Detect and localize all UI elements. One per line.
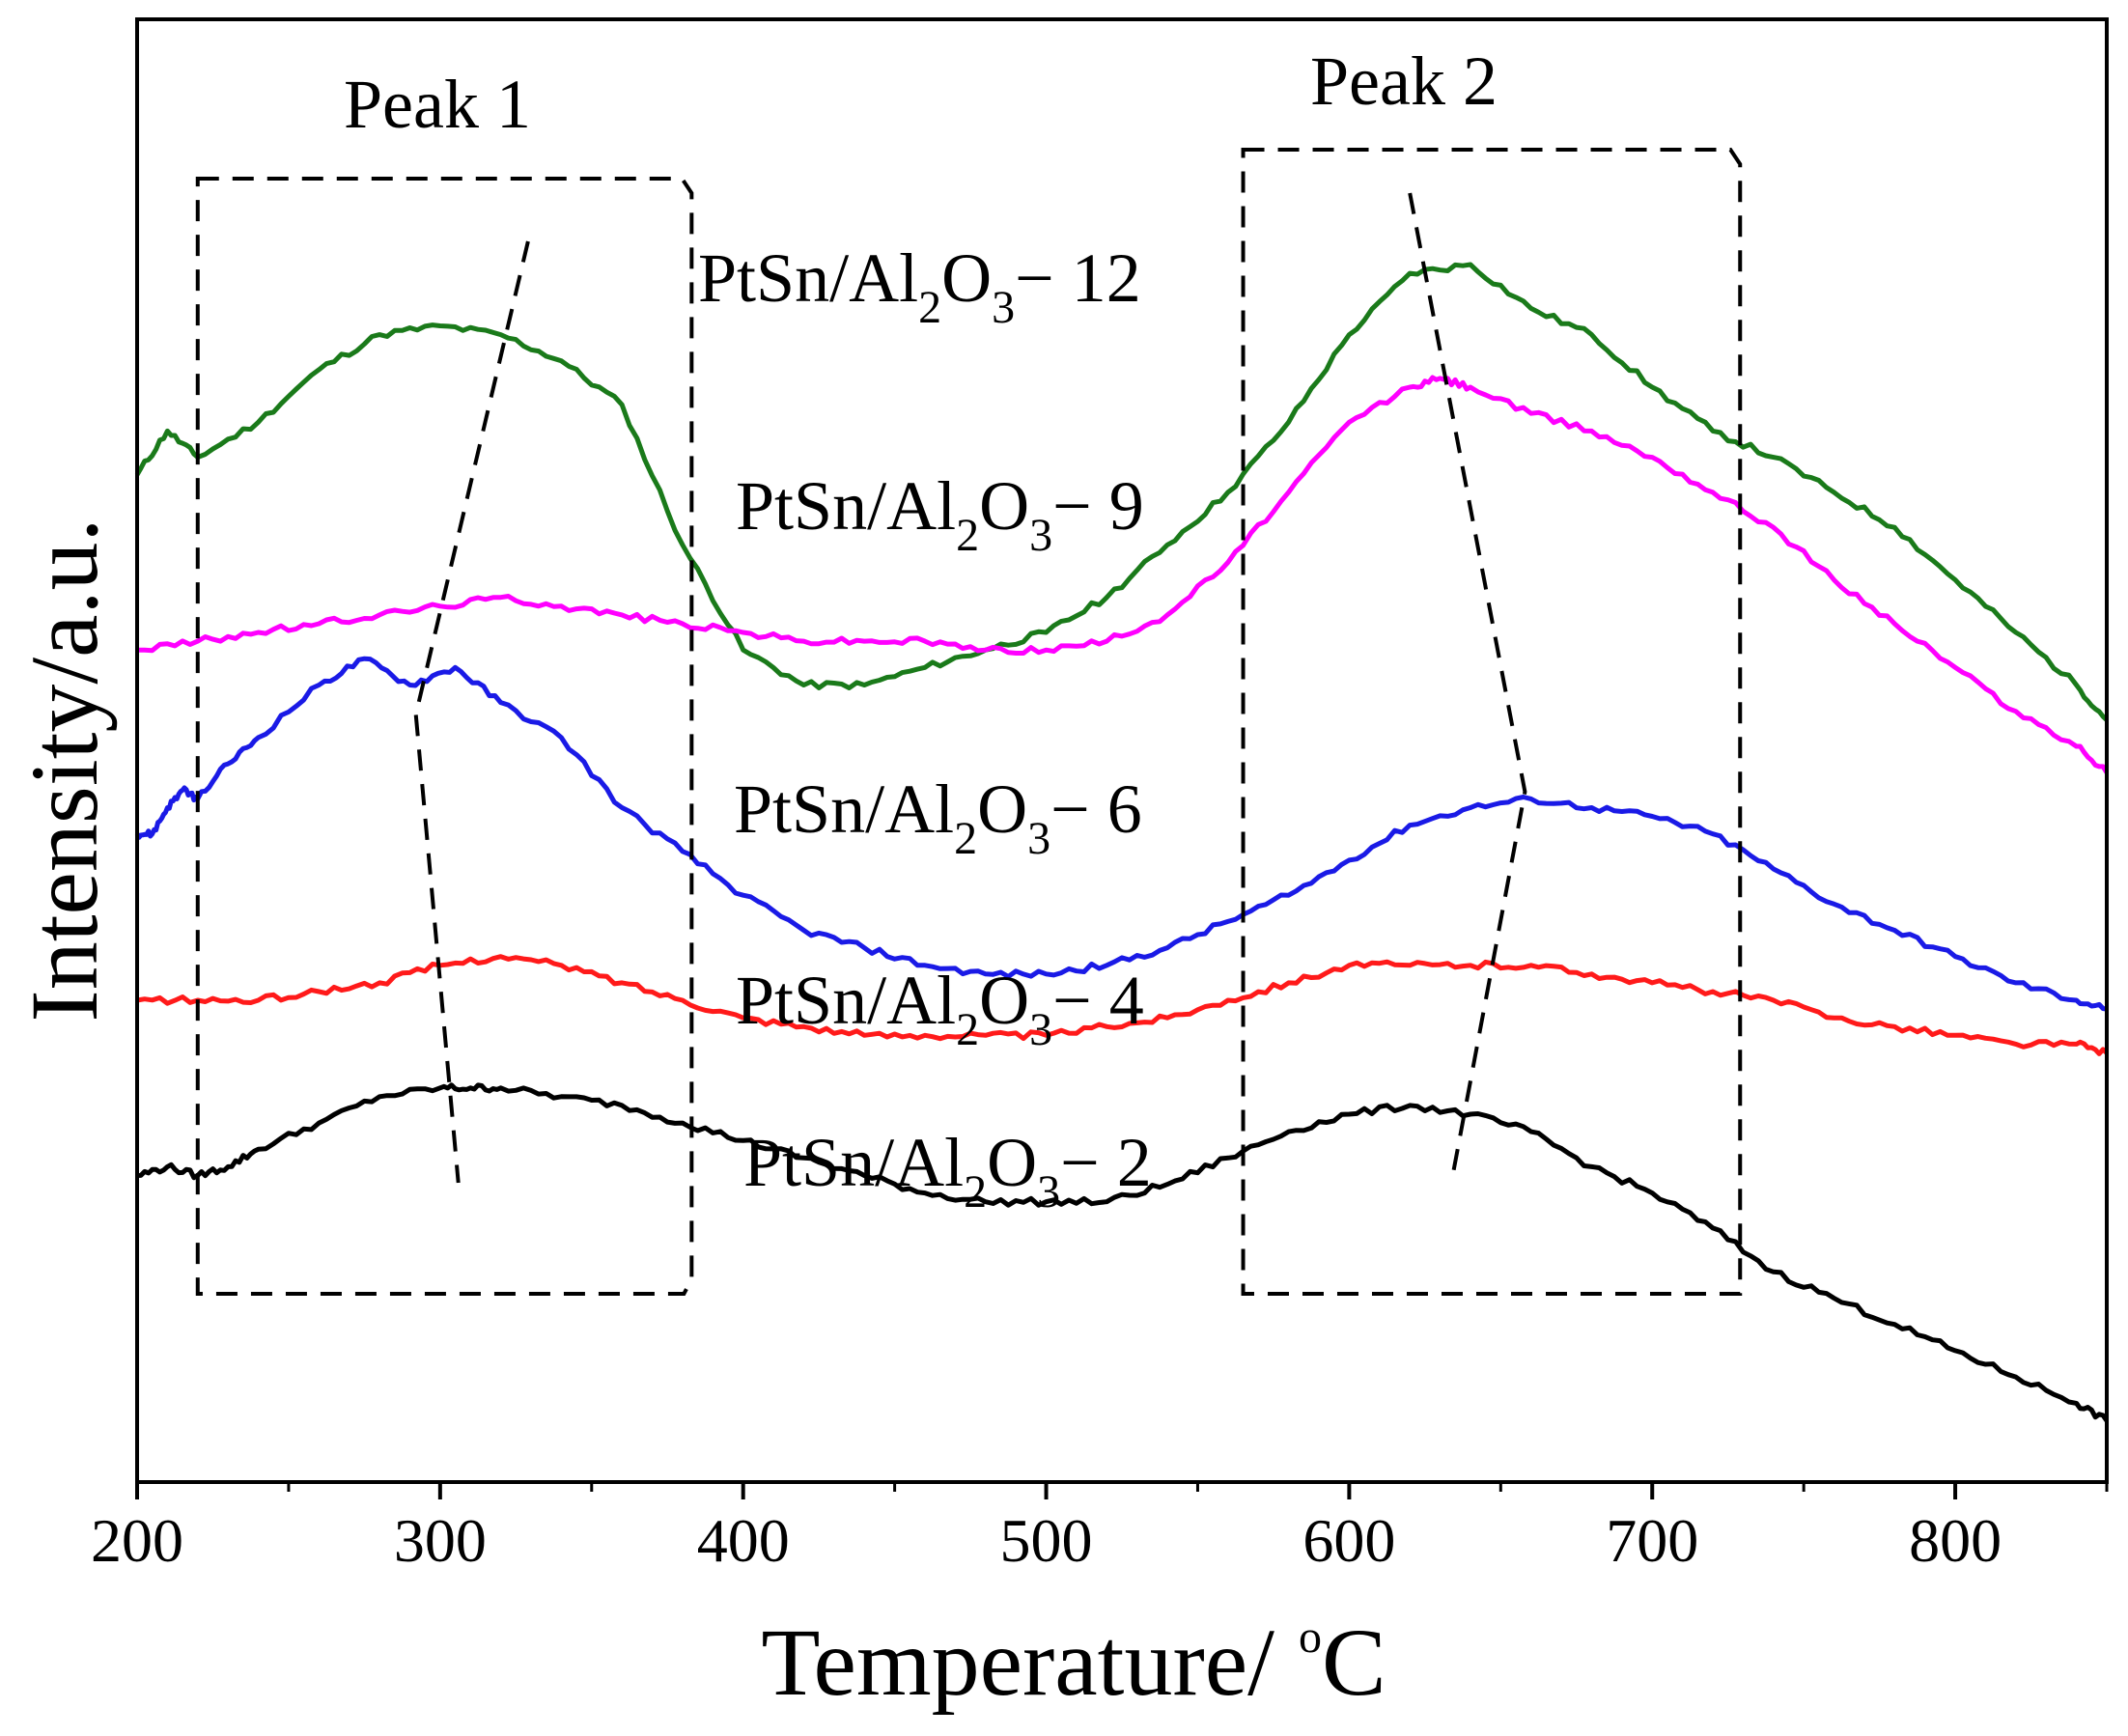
series-label-5-part-0: PtSn/Al bbox=[743, 1124, 964, 1201]
x-tick-label-800: 800 bbox=[1909, 1506, 2002, 1575]
series-line-3 bbox=[134, 656, 2108, 1012]
series-label-3-part-4: − 6 bbox=[1050, 770, 1142, 848]
series-layer bbox=[134, 262, 2110, 1422]
series-label-1: PtSn/Al2O3− 12 bbox=[698, 239, 1141, 333]
series-label-5-part-2: O bbox=[987, 1124, 1037, 1201]
series-line-5 bbox=[136, 1082, 2110, 1422]
series-line-1 bbox=[134, 262, 2109, 722]
x-axis-title-unit: C bbox=[1322, 1609, 1386, 1716]
series-label-2-part-2: O bbox=[979, 467, 1029, 545]
series-label-4: PtSn/Al2O3− 4 bbox=[736, 962, 1144, 1055]
peak-1-trend-line bbox=[413, 240, 530, 1184]
series-label-4-part-3: 3 bbox=[1029, 1004, 1052, 1055]
series-label-2-part-1: 2 bbox=[956, 510, 979, 561]
y-axis-title: Intensity/a.u. bbox=[11, 518, 118, 1022]
series-label-1-part-1: 2 bbox=[918, 282, 941, 333]
x-tick-label-200: 200 bbox=[91, 1506, 183, 1575]
series-label-5-part-4: − 2 bbox=[1060, 1124, 1152, 1201]
series-label-3-part-3: 3 bbox=[1027, 813, 1050, 864]
series-label-1-part-4: − 12 bbox=[1015, 239, 1141, 317]
series-label-3: PtSn/Al2O3− 6 bbox=[734, 770, 1142, 864]
x-tick-label-700: 700 bbox=[1606, 1506, 1698, 1575]
peak-1-label: Peak 1 bbox=[344, 66, 531, 143]
series-label-3-part-1: 2 bbox=[954, 813, 977, 864]
series-label-4-part-0: PtSn/Al bbox=[736, 962, 956, 1039]
series-label-2-part-4: − 9 bbox=[1052, 467, 1144, 545]
series-label-4-part-1: 2 bbox=[956, 1004, 979, 1055]
x-axis-title-degree: o bbox=[1299, 1611, 1322, 1663]
series-label-1-part-0: PtSn/Al bbox=[698, 239, 918, 317]
series-label-4-part-4: − 4 bbox=[1052, 962, 1144, 1039]
series-label-4-part-2: O bbox=[979, 962, 1029, 1039]
tick-layer: 200 300 400 500 600 700 800 bbox=[91, 1482, 2109, 1575]
series-line-2 bbox=[136, 375, 2110, 774]
x-axis-title-main: Temperature/ bbox=[761, 1609, 1299, 1716]
series-label-5-part-3: 3 bbox=[1037, 1166, 1060, 1218]
peak-2-trend-line bbox=[1408, 192, 1527, 1179]
series-label-5: PtSn/Al2O3− 2 bbox=[743, 1124, 1152, 1218]
x-tick-label-300: 300 bbox=[394, 1506, 487, 1575]
series-label-3-part-2: O bbox=[977, 770, 1027, 848]
series-label-2: PtSn/Al2O3− 9 bbox=[736, 467, 1144, 561]
plot-frame bbox=[135, 17, 2109, 1484]
series-line-4 bbox=[136, 954, 2109, 1056]
peak-1-box bbox=[195, 177, 694, 1296]
x-axis-title: Temperature/ oC bbox=[761, 1609, 1386, 1716]
series-label-1-part-2: O bbox=[941, 239, 992, 317]
annotation-layer bbox=[195, 148, 1743, 1296]
x-tick-label-600: 600 bbox=[1302, 1506, 1395, 1575]
series-label-3-part-0: PtSn/Al bbox=[734, 770, 954, 848]
peak-2-label: Peak 2 bbox=[1310, 42, 1498, 120]
x-tick-label-500: 500 bbox=[1000, 1506, 1093, 1575]
x-tick-label-400: 400 bbox=[697, 1506, 790, 1575]
series-label-5-part-1: 2 bbox=[964, 1166, 987, 1218]
series-label-2-part-3: 3 bbox=[1029, 510, 1052, 561]
series-label-2-part-0: PtSn/Al bbox=[736, 467, 956, 545]
series-label-1-part-3: 3 bbox=[992, 282, 1015, 333]
